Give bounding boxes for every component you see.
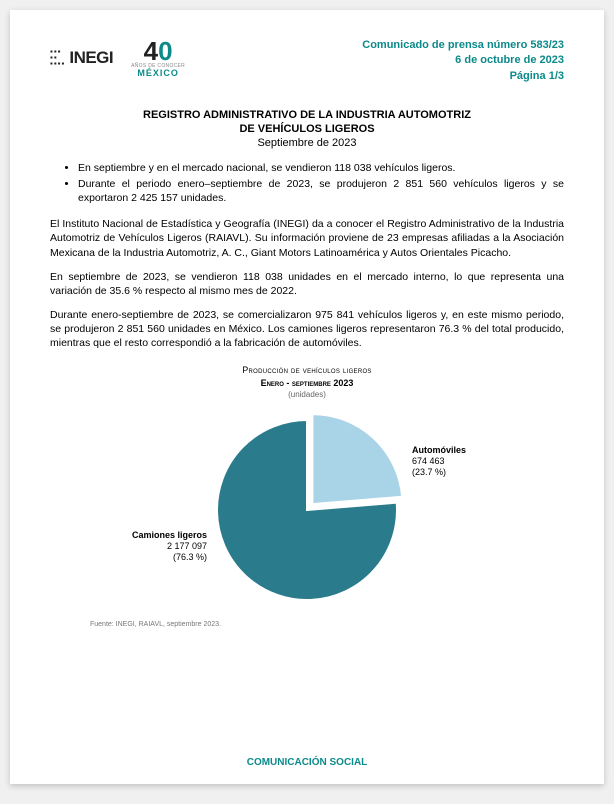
chart-units: (unidades) [50,390,564,399]
label-automoviles-pct: (23.7 %) [412,467,466,478]
label-camiones-name: Camiones ligeros [107,530,207,541]
press-info-block: Comunicado de prensa número 583/23 6 de … [362,38,564,84]
title-line2: DE VEHÍCULOS LIGEROS [50,122,564,136]
label-automoviles-value: 674 463 [412,456,466,467]
chart-title: Producción de vehículos ligeros [50,365,564,375]
logos-block: ▪▪▪▪▪▪▪▪▪ INEGI 40 AÑOS DE CONOCER MÉXIC… [50,38,185,78]
press-number: Comunicado de prensa número 583/23 [362,38,564,53]
press-date: 6 de octubre de 2023 [362,53,564,68]
chart-subtitle: Enero - septiembre 2023 [50,378,564,388]
title-block: REGISTRO ADMINISTRATIVO DE LA INDUSTRIA … [50,108,564,149]
page-header: ▪▪▪▪▪▪▪▪▪ INEGI 40 AÑOS DE CONOCER MÉXIC… [50,38,564,84]
pie-chart-svg [217,415,407,610]
summary-bullets: En septiembre y en el mercado nacional, … [78,161,564,206]
paragraph-2: En septiembre de 2023, se vendieron 118 … [50,270,564,298]
inegi-dots-icon: ▪▪▪▪▪▪▪▪▪ [50,49,65,67]
page-footer: COMUNICACIÓN SOCIAL [10,757,604,768]
inegi-logo-text: INEGI [69,48,113,68]
logo-40-tag2: MÉXICO [131,69,185,78]
logo-40-years: 40 AÑOS DE CONOCER MÉXICO [131,38,185,78]
title-line1: REGISTRO ADMINISTRATIVO DE LA INDUSTRIA … [50,108,564,122]
paragraph-1: El Instituto Nacional de Estadística y G… [50,217,564,260]
label-camiones-value: 2 177 097 [107,541,207,552]
title-date: Septiembre de 2023 [50,137,564,149]
bullet-1: En septiembre y en el mercado nacional, … [78,161,564,175]
bullet-2: Durante el periodo enero–septiembre de 2… [78,177,564,205]
chart-block: Producción de vehículos ligeros Enero - … [50,365,564,628]
label-automoviles: Automóviles 674 463 (23.7 %) [412,445,466,479]
paragraph-3: Durante enero-septiembre de 2023, se com… [50,308,564,351]
label-camiones: Camiones ligeros 2 177 097 (76.3 %) [107,530,207,564]
chart-source: Fuente: INEGI, RAIAVL, septiembre 2023. [90,621,564,628]
inegi-logo: ▪▪▪▪▪▪▪▪▪ INEGI [50,48,113,68]
logo-40-number: 40 [144,38,173,64]
label-automoviles-name: Automóviles [412,445,466,456]
pie-chart-wrap: Automóviles 674 463 (23.7 %) Camiones li… [107,405,507,615]
pie-slice [312,415,402,504]
label-camiones-pct: (76.3 %) [107,552,207,563]
press-page: Página 1/3 [362,69,564,84]
document-page: ▪▪▪▪▪▪▪▪▪ INEGI 40 AÑOS DE CONOCER MÉXIC… [10,10,604,784]
